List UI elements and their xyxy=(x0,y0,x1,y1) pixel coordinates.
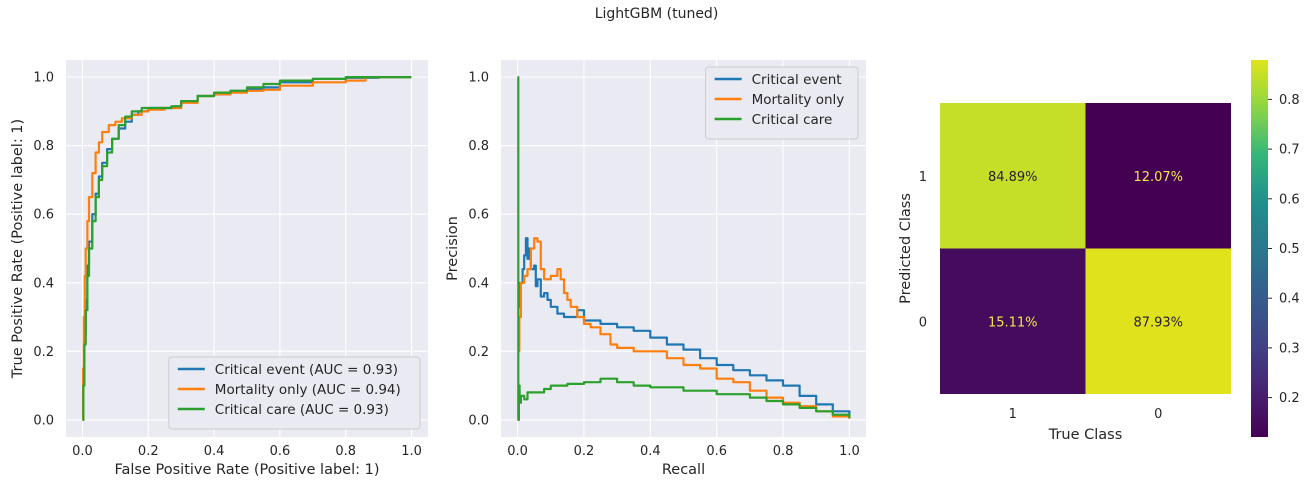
confusion-x-tick-label: 0 xyxy=(1154,407,1162,422)
colorbar-bar xyxy=(1251,60,1268,437)
roc-legend: Critical event (AUC = 0.93) Mortality onl… xyxy=(168,356,421,430)
pr-legend-box xyxy=(705,66,859,140)
pr-series-line-0 xyxy=(517,237,851,417)
pr-x-tick-label: 0.4 xyxy=(640,444,661,459)
colorbar-tick-label: 0.2 xyxy=(1279,391,1300,406)
roc-x-tick-label: 0.2 xyxy=(138,444,159,459)
colorbar-tick-label: 0.4 xyxy=(1279,292,1300,307)
roc-y-tick-label: 0.4 xyxy=(33,276,54,291)
pr-x-tick-label: 1.0 xyxy=(839,444,860,459)
roc-panel: 0.0 0.2 0.4 0.6 0.8 1.0 0.0 0.2 0.4 0.6 0.8 1.0 Fals… xyxy=(10,60,428,478)
colorbar-tick-label: 0.7 xyxy=(1279,143,1300,158)
confusion-cell xyxy=(940,248,1086,394)
confusion-cell-label: 87.93% xyxy=(1133,315,1183,330)
roc-x-tick-label: 1.0 xyxy=(401,444,422,459)
confusion-x-axis-label: True Class xyxy=(1048,427,1123,443)
pr-legend: Critical event Mortality only Critical car… xyxy=(705,66,859,140)
pr-y-tick-label: 0.4 xyxy=(468,276,489,291)
pr-y-tick-label: 0.2 xyxy=(468,345,489,360)
roc-x-tick-label: 0.4 xyxy=(204,444,225,459)
pr-x-tick-label: 0.0 xyxy=(507,444,528,459)
pr-y-tick-label: 0.0 xyxy=(468,413,489,428)
confusion-y-axis-label: Predicted Class xyxy=(898,193,914,304)
confusion-cell-label: 12.07% xyxy=(1133,170,1183,185)
confusion-panel: 84.89% 12.07% 15.11% 87.93% 1 0 1 0 True Class Pr… xyxy=(898,60,1300,443)
roc-y-tick-label: 0.2 xyxy=(33,345,54,360)
pr-legend-label: Critical event xyxy=(752,72,842,88)
confusion-y-tick-label: 1 xyxy=(919,170,927,185)
pr-legend-label: Critical care xyxy=(752,112,833,128)
roc-series-line-2 xyxy=(82,76,412,421)
roc-x-tick-label: 0.0 xyxy=(72,444,93,459)
roc-legend-label: Mortality only (AUC = 0.94) xyxy=(215,382,401,398)
pr-series-line-2 xyxy=(517,76,851,421)
confusion-y-tick-label: 0 xyxy=(919,315,927,330)
pr-y-axis-label: Precision xyxy=(445,216,461,281)
roc-y-tick-label: 0.6 xyxy=(33,208,54,223)
confusion-cell xyxy=(1085,248,1231,394)
colorbar: 0.2 0.3 0.4 0.5 0.6 0.7 0.8 xyxy=(1251,60,1300,437)
colorbar-tick-label: 0.3 xyxy=(1279,341,1300,356)
confusion-cell xyxy=(1085,103,1231,249)
roc-x-tick-label: 0.8 xyxy=(335,444,356,459)
pr-panel: 0.0 0.2 0.4 0.6 0.8 1.0 0.0 0.2 0.4 0.6 0.8 1.0 Reca… xyxy=(445,60,866,478)
roc-y-tick-label: 0.0 xyxy=(33,413,54,428)
pr-legend-label: Mortality only xyxy=(752,92,845,108)
roc-y-axis-label: True Positive Rate (Positive label: 1) xyxy=(10,119,26,379)
roc-legend-box xyxy=(168,356,421,430)
roc-y-tick-label: 0.8 xyxy=(33,139,54,154)
confusion-cell-label: 15.11% xyxy=(988,315,1038,330)
colorbar-tick-label: 0.5 xyxy=(1279,242,1300,257)
roc-y-tick-label: 1.0 xyxy=(33,71,54,86)
roc-x-axis-label: False Positive Rate (Positive label: 1) xyxy=(115,462,380,478)
roc-legend-label: Critical care (AUC = 0.93) xyxy=(215,402,389,418)
colorbar-tick-label: 0.6 xyxy=(1279,192,1300,207)
pr-x-tick-label: 0.6 xyxy=(706,444,727,459)
pr-y-tick-label: 0.6 xyxy=(468,208,489,223)
pr-x-tick-label: 0.2 xyxy=(574,444,595,459)
pr-x-axis-label: Recall xyxy=(662,462,705,478)
roc-x-tick-label: 0.6 xyxy=(270,444,291,459)
pr-y-tick-label: 0.8 xyxy=(468,139,489,154)
pr-x-tick-label: 0.8 xyxy=(773,444,794,459)
pr-series-line-1 xyxy=(517,237,851,419)
confusion-x-tick-label: 1 xyxy=(1009,407,1017,422)
confusion-cell xyxy=(940,103,1086,249)
figure-title: LightGBM (tuned) xyxy=(594,6,719,22)
confusion-cell-label: 84.89% xyxy=(988,170,1038,185)
roc-legend-label: Critical event (AUC = 0.93) xyxy=(215,362,398,378)
pr-y-tick-label: 1.0 xyxy=(468,71,489,86)
colorbar-tick-label: 0.8 xyxy=(1279,93,1300,108)
